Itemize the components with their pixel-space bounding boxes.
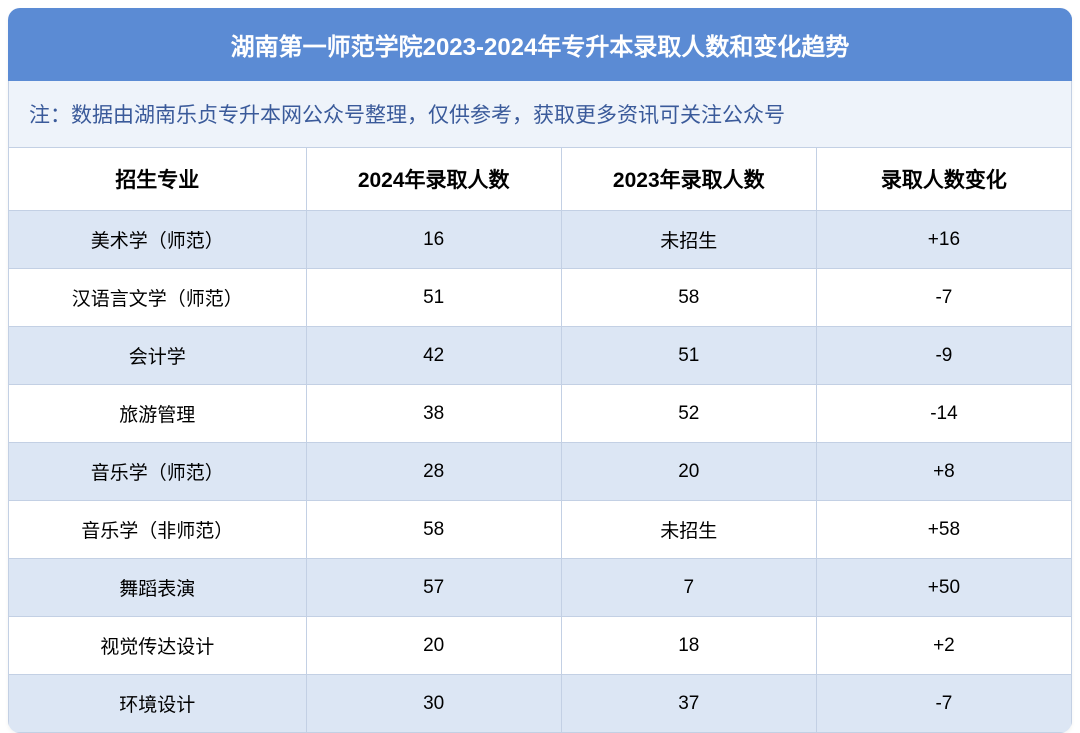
admission-table-container: 湖南第一师范学院2023-2024年专升本录取人数和变化趋势 注：数据由湖南乐贞… [8,8,1072,733]
cell-2024: 42 [306,327,561,385]
cell-change: +58 [816,501,1071,559]
cell-change: -9 [816,327,1071,385]
table-row: 美术学（师范）16未招生+16 [9,211,1072,269]
table-row: 会计学4251-9 [9,327,1072,385]
cell-major: 环境设计 [9,675,307,733]
cell-2023: 37 [561,675,816,733]
col-header-2023: 2023年录取人数 [561,148,816,211]
col-header-change: 录取人数变化 [816,148,1071,211]
cell-2024: 28 [306,443,561,501]
col-header-major: 招生专业 [9,148,307,211]
cell-2023: 7 [561,559,816,617]
cell-major: 汉语言文学（师范） [9,269,307,327]
cell-2024: 30 [306,675,561,733]
table-row: 音乐学（师范）2820+8 [9,443,1072,501]
table-title-row: 湖南第一师范学院2023-2024年专升本录取人数和变化趋势 [9,9,1072,81]
cell-2023: 58 [561,269,816,327]
cell-major: 会计学 [9,327,307,385]
table-title: 湖南第一师范学院2023-2024年专升本录取人数和变化趋势 [9,9,1072,81]
cell-major: 音乐学（师范） [9,443,307,501]
cell-major: 美术学（师范） [9,211,307,269]
cell-2024: 58 [306,501,561,559]
cell-change: +16 [816,211,1071,269]
table-row: 环境设计3037-7 [9,675,1072,733]
cell-2024: 51 [306,269,561,327]
table-row: 视觉传达设计2018+2 [9,617,1072,675]
cell-major: 舞蹈表演 [9,559,307,617]
cell-2024: 57 [306,559,561,617]
cell-major: 音乐学（非师范） [9,501,307,559]
cell-2023: 18 [561,617,816,675]
cell-2024: 38 [306,385,561,443]
table-note-row: 注：数据由湖南乐贞专升本网公众号整理，仅供参考，获取更多资讯可关注公众号 [9,81,1072,148]
table-row: 汉语言文学（师范）5158-7 [9,269,1072,327]
cell-change: -14 [816,385,1071,443]
cell-2023: 51 [561,327,816,385]
cell-change: +8 [816,443,1071,501]
admission-table: 湖南第一师范学院2023-2024年专升本录取人数和变化趋势 注：数据由湖南乐贞… [8,8,1072,733]
cell-major: 视觉传达设计 [9,617,307,675]
table-note: 注：数据由湖南乐贞专升本网公众号整理，仅供参考，获取更多资讯可关注公众号 [9,81,1072,148]
cell-change: +50 [816,559,1071,617]
col-header-2024: 2024年录取人数 [306,148,561,211]
table-row: 旅游管理3852-14 [9,385,1072,443]
table-row: 音乐学（非师范）58未招生+58 [9,501,1072,559]
cell-change: +2 [816,617,1071,675]
cell-2024: 16 [306,211,561,269]
cell-2023: 52 [561,385,816,443]
cell-change: -7 [816,269,1071,327]
cell-2023: 20 [561,443,816,501]
cell-2023: 未招生 [561,501,816,559]
cell-major: 旅游管理 [9,385,307,443]
cell-change: -7 [816,675,1071,733]
cell-2023: 未招生 [561,211,816,269]
cell-2024: 20 [306,617,561,675]
table-header-row: 招生专业 2024年录取人数 2023年录取人数 录取人数变化 [9,148,1072,211]
table-row: 舞蹈表演577+50 [9,559,1072,617]
